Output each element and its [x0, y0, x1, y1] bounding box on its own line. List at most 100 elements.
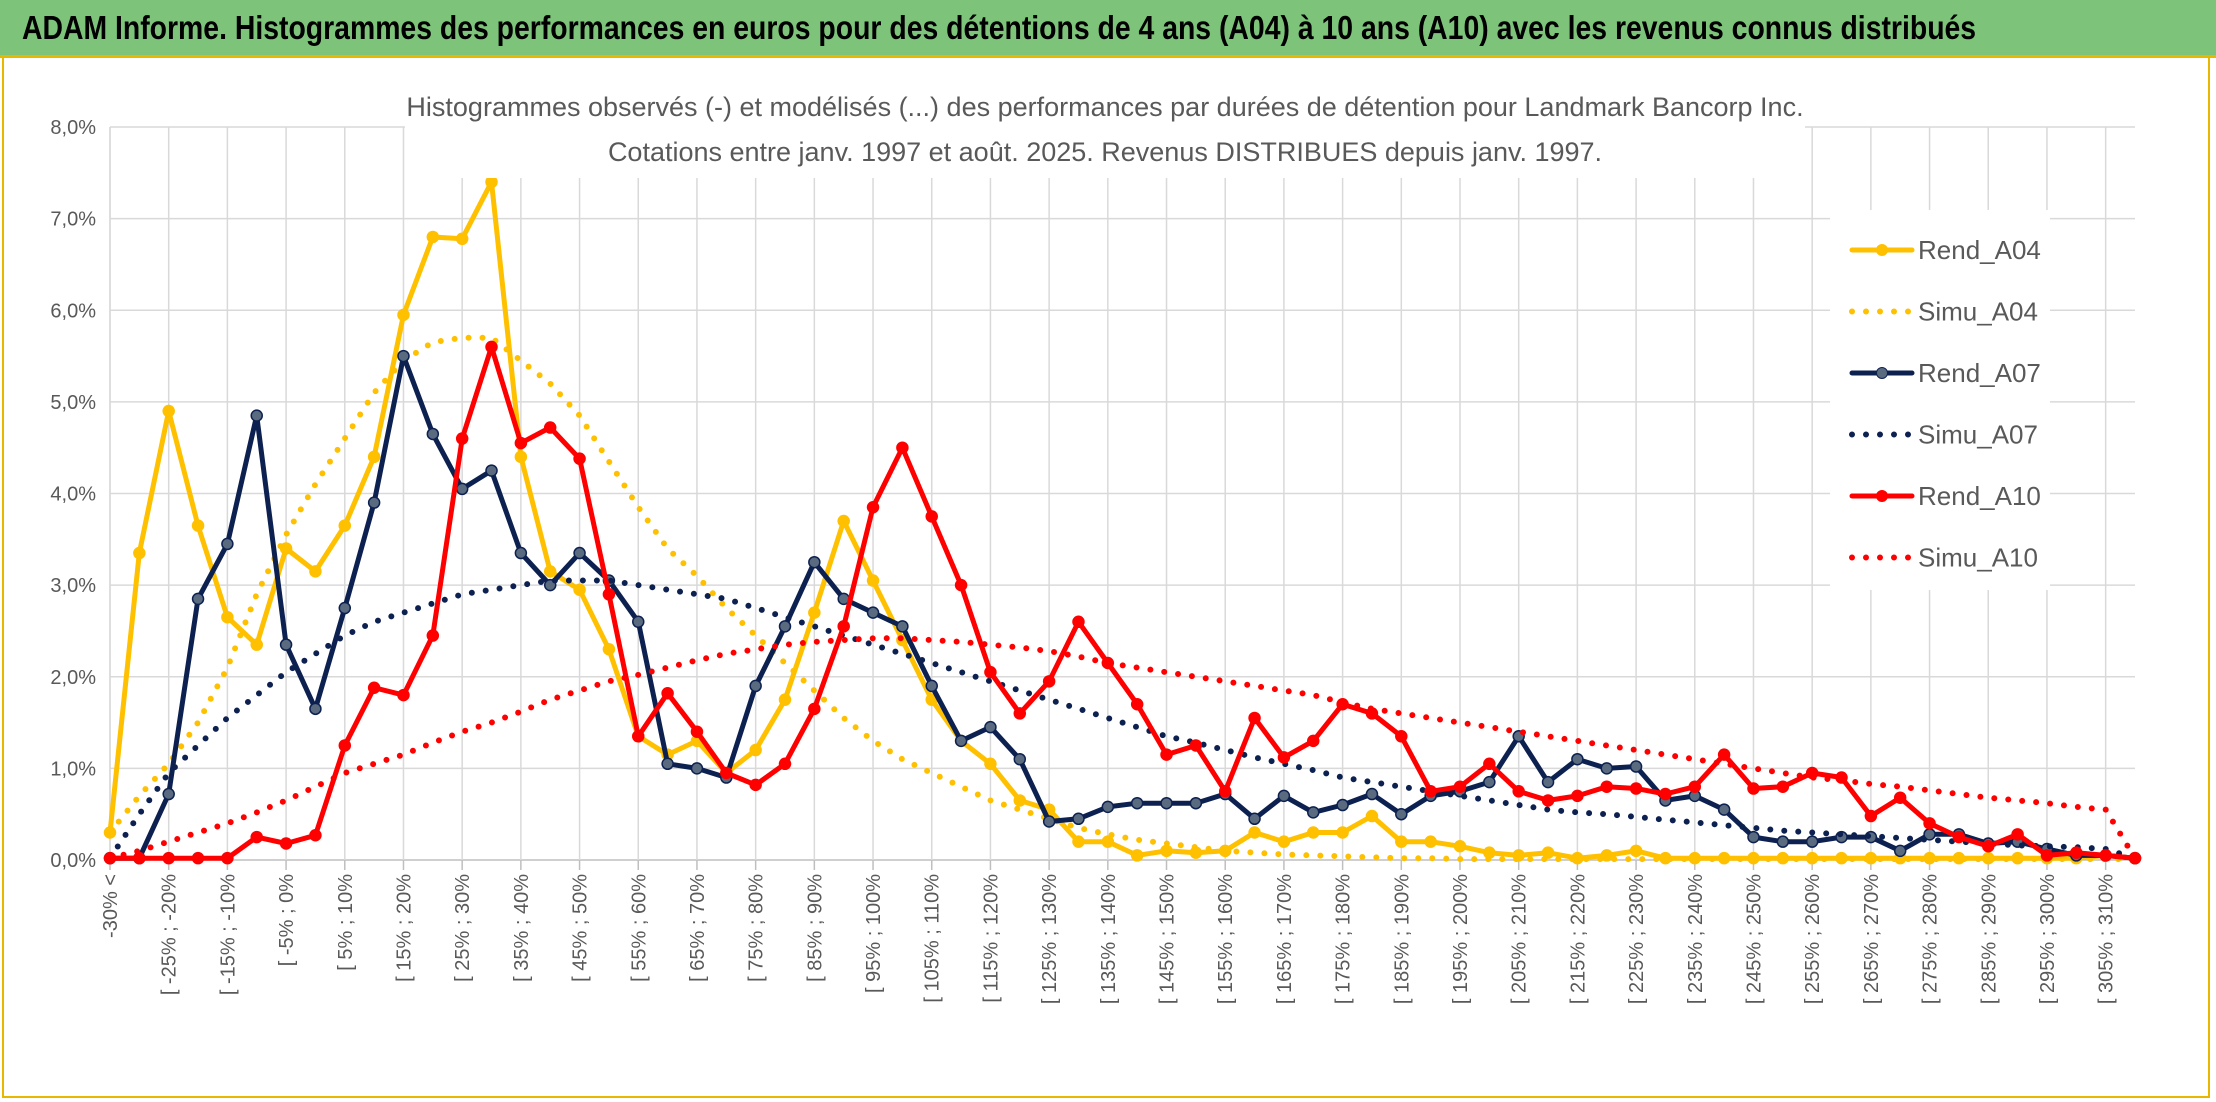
- series-line-Simu_A10: [107, 635, 2138, 862]
- point-Rend_A10: [1659, 787, 1672, 801]
- point-Rend_A10: [661, 686, 674, 700]
- point-Rend_A10: [1893, 791, 1907, 804]
- point-Rend_A07: [808, 555, 821, 569]
- point-Rend_A04: [397, 308, 410, 322]
- x-tick-label: [ 265% ; 270%: [1861, 874, 1883, 1004]
- point-Rend_A07: [514, 546, 528, 560]
- x-tick-label: [ 305% ; 310%: [2096, 874, 2118, 1004]
- point-Rend_A07: [221, 537, 234, 551]
- point-Rend_A07: [984, 720, 997, 734]
- legend-label-Rend_A07: Rend_A07: [1918, 358, 2041, 388]
- point-Rend_A04: [191, 519, 205, 532]
- point-Rend_A10: [1248, 711, 1261, 725]
- point-Rend_A04: [1629, 844, 1643, 858]
- point-Rend_A04: [1013, 794, 1027, 807]
- point-Rend_A07: [778, 620, 792, 633]
- point-Rend_A07: [1042, 815, 1056, 828]
- x-tick-label: [ 145% ; 150%: [1157, 874, 1179, 1004]
- point-Rend_A10: [191, 851, 205, 865]
- x-tick-label: [ 135% ; 140%: [1098, 874, 1120, 1004]
- point-Rend_A07: [1248, 812, 1261, 826]
- point-Rend_A07: [690, 762, 704, 775]
- point-Rend_A07: [896, 620, 909, 633]
- point-Rend_A04: [1307, 826, 1320, 839]
- point-Rend_A10: [984, 665, 997, 679]
- point-Rend_A07: [1336, 798, 1349, 812]
- point-Rend_A10: [1072, 615, 1085, 629]
- point-Rend_A07: [1483, 775, 1496, 789]
- y-tick-label: 3,0%: [50, 575, 96, 597]
- point-Rend_A07: [1101, 800, 1115, 814]
- point-Rend_A10: [1747, 782, 1760, 795]
- x-tick-label: [ 5% ; 10%: [335, 874, 357, 971]
- point-Rend_A10: [1160, 748, 1173, 761]
- point-Rend_A07: [309, 702, 322, 716]
- point-Rend_A04: [573, 583, 586, 596]
- point-Rend_A07: [1893, 844, 1907, 858]
- point-Rend_A10: [1952, 830, 1966, 844]
- point-Rend_A10: [2011, 828, 2024, 841]
- series-line-Rend_A10: [107, 344, 2138, 861]
- point-Rend_A04: [426, 230, 440, 244]
- point-Rend_A04: [866, 574, 880, 587]
- point-Rend_A10: [602, 588, 616, 601]
- legend-label-Simu_A07: Simu_A07: [1918, 420, 2038, 450]
- point-Rend_A10: [543, 421, 557, 434]
- point-Rend_A07: [1805, 835, 1819, 848]
- point-Rend_A07: [191, 592, 205, 606]
- chart-subtitle: Cotations entre janv. 1997 et août. 2025…: [608, 137, 1602, 167]
- point-Rend_A10: [2040, 849, 2054, 862]
- point-Rend_A04: [485, 175, 498, 189]
- point-Rend_A10: [954, 578, 968, 592]
- legend-label-Rend_A04: Rend_A04: [1918, 235, 2041, 265]
- point-Rend_A10: [808, 702, 821, 716]
- point-Rend_A04: [1160, 844, 1173, 858]
- point-Rend_A07: [1717, 803, 1731, 816]
- point-Rend_A10: [1629, 782, 1643, 795]
- point-Rend_A10: [1864, 809, 1878, 823]
- point-Rend_A07: [1072, 812, 1085, 826]
- x-axis-labels: -30% < [ -25% ; -20% [ -15% ; -10% [ -5% ; …: [100, 874, 2118, 1004]
- series-line-Simu_A07: [107, 577, 2138, 862]
- x-tick-label: [ 285% ; 290%: [1978, 874, 2000, 1004]
- point-Rend_A07: [1365, 787, 1379, 801]
- point-Rend_A07: [338, 601, 352, 615]
- point-Rend_A04: [749, 743, 762, 757]
- point-Rend_A10: [720, 766, 733, 780]
- point-Rend_A10: [1688, 780, 1702, 793]
- point-Rend_A07: [749, 679, 762, 693]
- x-tick-label: [ 25% ; 30%: [452, 874, 474, 982]
- x-tick-label: [ 15% ; 20%: [393, 874, 415, 982]
- point-Rend_A04: [837, 514, 850, 528]
- chart-title: Histogrammes observés (-) et modélisés (…: [406, 92, 1803, 122]
- point-Rend_A04: [1130, 849, 1144, 862]
- point-Rend_A07: [1541, 775, 1555, 789]
- x-tick-label: [ 105% ; 110%: [922, 874, 944, 1003]
- x-tick-label: [ 65% ; 70%: [687, 874, 709, 982]
- point-Rend_A10: [2070, 846, 2083, 859]
- point-Rend_A10: [397, 688, 410, 702]
- x-tick-label: [ -25% ; -20%: [159, 874, 181, 995]
- point-Rend_A10: [1571, 789, 1584, 803]
- point-Rend_A07: [925, 679, 938, 693]
- point-Rend_A10: [1218, 785, 1232, 798]
- point-Rend_A10: [2099, 849, 2112, 862]
- point-Rend_A04: [1541, 846, 1555, 859]
- x-tick-label: [ 225% ; 230%: [1626, 874, 1648, 1004]
- legend-label-Rend_A10: Rend_A10: [1918, 481, 2041, 511]
- x-tick-label: [ 55% ; 60%: [628, 874, 650, 982]
- point-Rend_A07: [661, 757, 674, 771]
- point-Rend_A10: [162, 851, 175, 865]
- legend-background: [1830, 210, 2050, 590]
- series-line-Simu_A04: [107, 334, 2138, 863]
- point-Rend_A10: [1424, 785, 1437, 798]
- point-Rend_A10: [1042, 675, 1056, 688]
- point-Rend_A10: [925, 510, 938, 523]
- y-tick-label: 4,0%: [50, 484, 96, 506]
- point-Rend_A07: [1629, 760, 1643, 773]
- legend-label-Simu_A04: Simu_A04: [1918, 297, 2038, 327]
- x-tick-label: [ 205% ; 210%: [1509, 874, 1531, 1004]
- point-Rend_A10: [1395, 730, 1408, 743]
- point-Rend_A04: [309, 565, 322, 578]
- point-Rend_A10: [338, 739, 352, 752]
